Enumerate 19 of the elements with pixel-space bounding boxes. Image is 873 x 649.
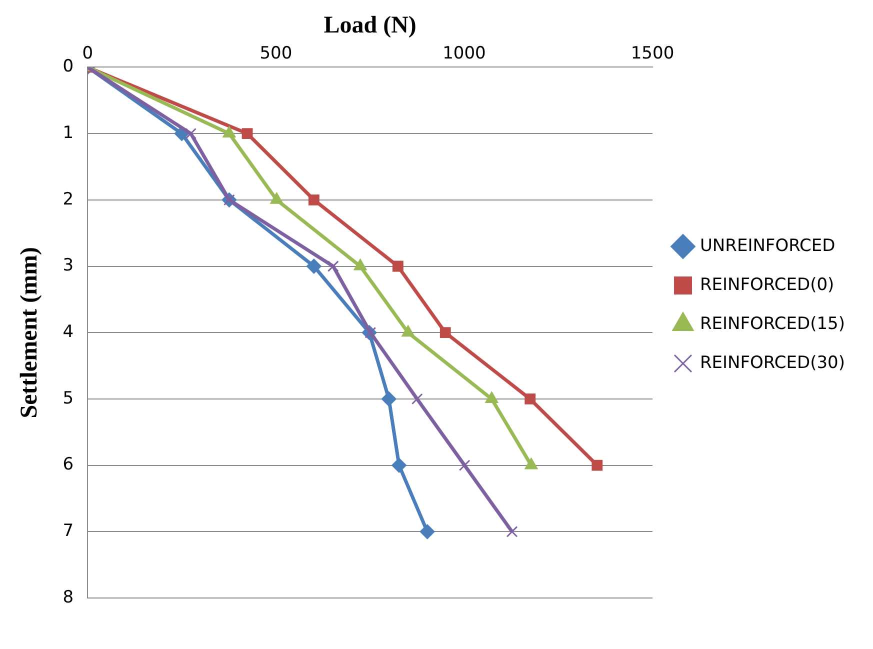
y-axis-title: Settlement (mm) <box>16 246 43 418</box>
legend-label: REINFORCED(0) <box>700 274 834 295</box>
legend-label: REINFORCED(15) <box>700 314 846 334</box>
x-tick-label: 0 <box>82 43 94 64</box>
x-axis-title: Load (N) <box>324 12 416 39</box>
y-tick-label: 3 <box>62 256 74 276</box>
y-tick-label: 7 <box>62 521 74 542</box>
y-tick-label: 6 <box>62 454 74 475</box>
y-tick-label: 8 <box>62 587 74 608</box>
y-tick-label: 5 <box>62 388 74 408</box>
y-tick-label: 0 <box>62 56 74 77</box>
x-tick-label: 1000 <box>442 43 486 64</box>
y-tick-label: 2 <box>62 189 74 210</box>
x-tick-label: 1500 <box>630 43 674 64</box>
y-tick-label: 1 <box>62 122 74 143</box>
legend-label: UNREINFORCED <box>700 236 836 256</box>
legend-label: REINFORCED(30) <box>700 352 846 373</box>
y-tick-label: 4 <box>62 322 74 342</box>
x-tick-label: 500 <box>260 43 292 64</box>
